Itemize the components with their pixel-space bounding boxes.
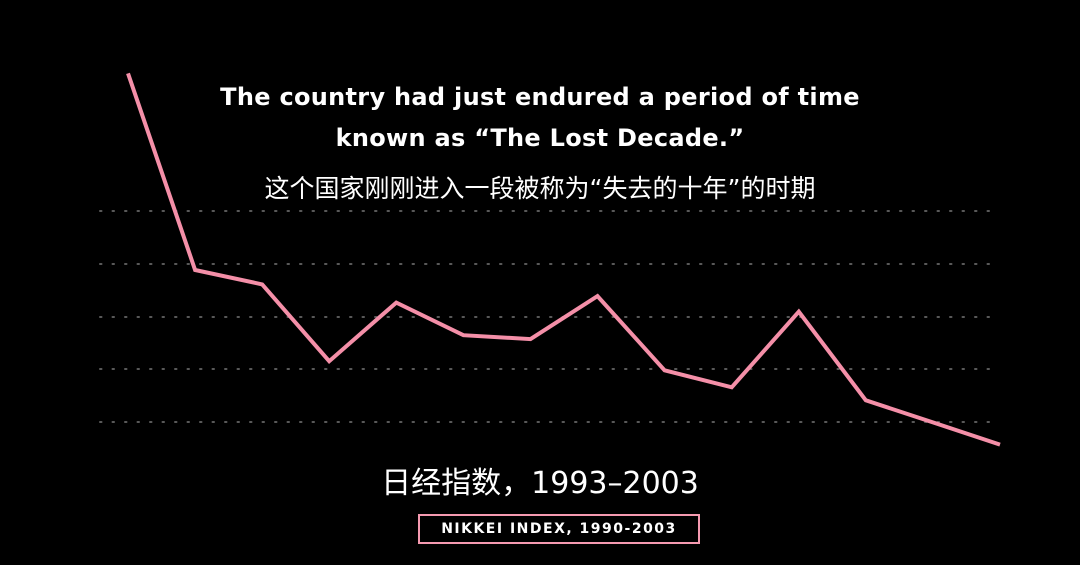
nikkei-index-badge: NIKKEI INDEX, 1990-2003 xyxy=(418,514,700,544)
series-layer xyxy=(126,72,1001,447)
series-line-1 xyxy=(126,72,1001,447)
grid-lines xyxy=(99,210,1001,423)
english-caption-line-2: known as “The Lost Decade.” xyxy=(335,124,745,152)
english-caption-line-1: The country had just endured a period of… xyxy=(220,83,860,111)
chinese-caption-line-1: 这个国家刚刚进入一段被称为“失去的十年”的时期 xyxy=(264,174,816,203)
chinese-chart-title: 日经指数，1993–2003 xyxy=(381,466,699,501)
